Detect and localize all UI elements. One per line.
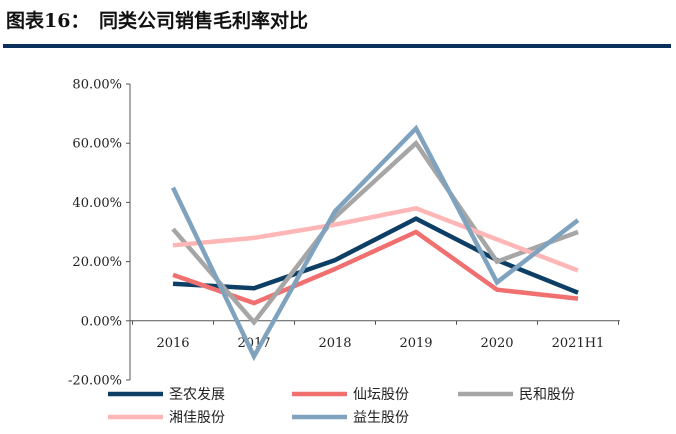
legend-label: 仙坛股份 <box>353 387 409 403</box>
x-tick-label: 2021H1 <box>552 336 605 351</box>
figure-title: 图表16： 同类公司销售毛利率对比 <box>6 10 308 32</box>
x-tick-label: 2018 <box>318 336 351 351</box>
y-tick-label: 60.00% <box>72 137 122 152</box>
y-tick-label: 80.00% <box>72 78 122 93</box>
series-line-4 <box>172 205 579 273</box>
legend-label: 湘佳股份 <box>169 410 225 426</box>
x-tick-label: 2020 <box>480 336 513 351</box>
y-tick-label: 40.00% <box>72 196 122 211</box>
series-line-5 <box>170 124 580 362</box>
x-tick-label: 2019 <box>399 336 432 351</box>
series-line-2 <box>172 229 579 306</box>
legend-label: 益生股份 <box>353 410 409 426</box>
series-line-3 <box>171 139 579 326</box>
title-divider <box>3 44 671 48</box>
legend-label: 圣农发展 <box>169 387 225 403</box>
legend-label: 民和股份 <box>519 387 575 403</box>
chart-series <box>170 124 580 362</box>
series-line-1 <box>172 216 579 295</box>
y-tick-label: 20.00% <box>72 255 122 270</box>
chart-axes: -20.00% 0.00% 20.00% 40.00% 60.00% 80.00% 2016… <box>68 78 620 389</box>
y-tick-label: -20.00% <box>68 374 122 389</box>
y-tick-label: 0.00% <box>81 314 122 329</box>
x-tick-label: 2016 <box>156 336 189 351</box>
